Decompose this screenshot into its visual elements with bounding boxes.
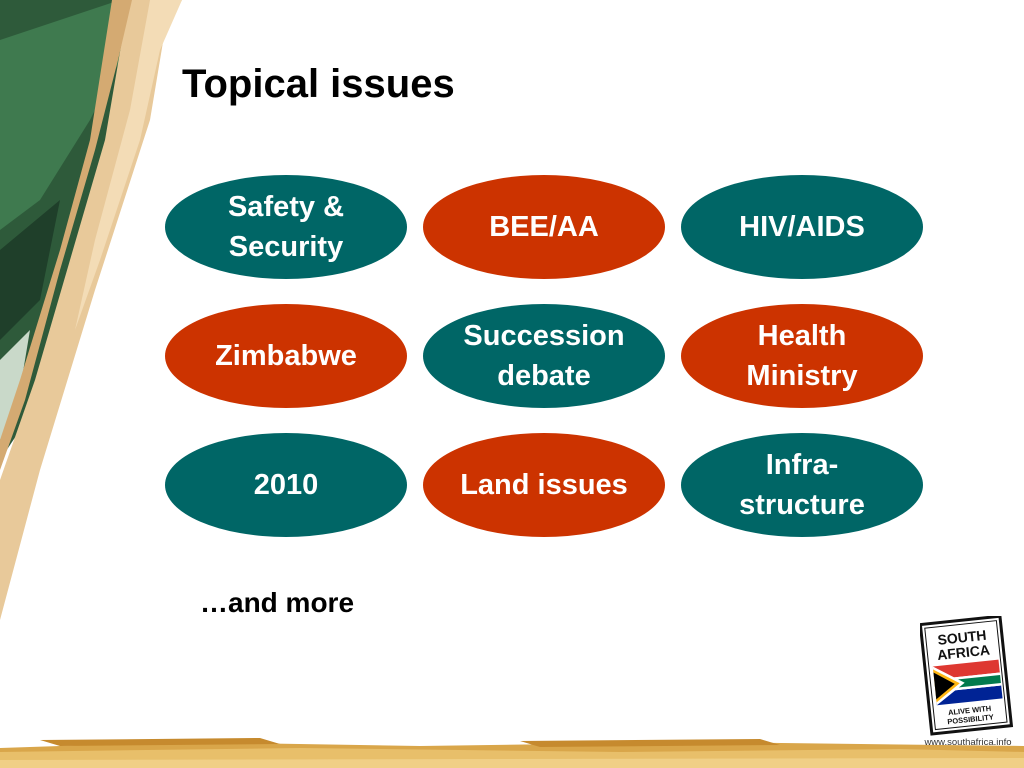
and-more-text: …and more xyxy=(200,587,355,618)
topic-label: Infra-structure xyxy=(739,449,865,521)
logo-text-africa: AFRICA xyxy=(936,642,990,663)
topic-oval-succession-debate: Succession debate xyxy=(423,304,665,408)
topic-label: Land issues xyxy=(460,469,628,501)
slide-title: Topical issues xyxy=(182,62,455,106)
sa-flag-icon xyxy=(932,659,1003,706)
topic-oval-zimbabwe: Zimbabwe xyxy=(165,304,407,408)
topic-label: Safety & Security xyxy=(227,191,345,263)
topic-oval-2010: 2010 xyxy=(165,433,407,537)
topic-oval-infrastructure: Infra-structure xyxy=(681,433,923,537)
topic-oval-hiv-aids: HIV/AIDS xyxy=(681,175,923,279)
topic-oval-land-issues: Land issues xyxy=(423,433,665,537)
topic-label: Health Ministry xyxy=(746,320,858,392)
topic-label: 2010 xyxy=(253,469,319,501)
topic-label: HIV/AIDS xyxy=(739,211,865,243)
topic-label: Succession debate xyxy=(463,320,625,392)
topic-oval-safety-security: Safety & Security xyxy=(165,175,407,279)
logo-text-south: SOUTH xyxy=(937,627,987,648)
south-africa-logo: SOUTH AFRICA ALIVE WITH POSSIBILITY xyxy=(920,616,1014,736)
topic-label: BEE/AA xyxy=(489,211,599,243)
topic-oval-health-ministry: Health Ministry xyxy=(681,304,923,408)
topic-label: Zimbabwe xyxy=(215,340,357,372)
topic-oval-bee-aa: BEE/AA xyxy=(423,175,665,279)
footer-url: www.southafrica.info xyxy=(924,737,1012,748)
